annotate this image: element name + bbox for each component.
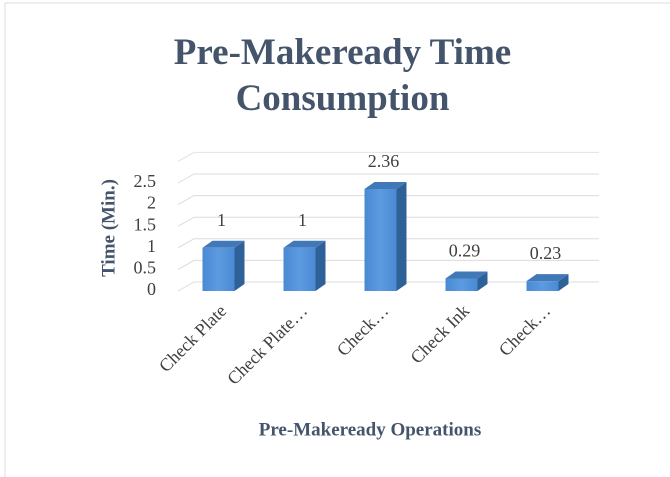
x-tick-label: Check… <box>495 301 554 360</box>
value-label: 1 <box>217 210 226 230</box>
chart-title: Pre-Makeready Time Consumption <box>173 32 512 119</box>
bar-side <box>315 240 326 291</box>
bar-side <box>234 240 245 291</box>
bar-top <box>283 240 326 248</box>
y-tick-label: 1.5 <box>134 214 157 234</box>
value-label: 0.29 <box>449 241 481 261</box>
y-tick-label: 1 <box>147 236 156 256</box>
bar <box>364 182 407 291</box>
y-tick-label: 0.5 <box>134 258 157 278</box>
x-tick-label: Check… <box>333 301 392 360</box>
bar <box>445 271 488 291</box>
bar-top <box>364 182 407 190</box>
wall-edge <box>177 151 599 162</box>
x-tick-label: Check Ink <box>406 301 473 368</box>
bar-side <box>558 274 569 291</box>
grid-line <box>177 195 599 206</box>
bar-top <box>526 274 569 282</box>
bar-front <box>283 247 316 291</box>
bar-front <box>364 189 397 291</box>
grid-line <box>177 216 599 227</box>
bar-top <box>202 240 245 248</box>
bar <box>202 240 245 291</box>
value-label: 2.36 <box>368 151 400 171</box>
bar-front <box>445 278 478 291</box>
grid-line <box>177 173 599 184</box>
bar-side <box>396 182 407 291</box>
value-label: 0.23 <box>530 243 562 263</box>
y-tick-label: 2 <box>147 193 156 213</box>
y-tick-label: 2.5 <box>134 171 157 191</box>
x-tick-label: Check Plate… <box>223 301 311 389</box>
bar-front <box>202 247 235 291</box>
bar <box>526 274 569 291</box>
grid-line <box>177 259 599 270</box>
x-axis-label: Pre-Makeready Operations <box>259 419 482 440</box>
y-axis-label: Time (Min.) <box>98 179 119 277</box>
x-tick-label: Check Plate <box>155 301 230 376</box>
bar <box>283 240 326 291</box>
grid-line <box>177 238 599 249</box>
bar-top <box>445 271 488 279</box>
bar-side <box>477 271 488 291</box>
value-label: 1 <box>298 210 307 230</box>
y-tick-label: 0 <box>147 279 156 299</box>
bar-front <box>526 281 559 291</box>
